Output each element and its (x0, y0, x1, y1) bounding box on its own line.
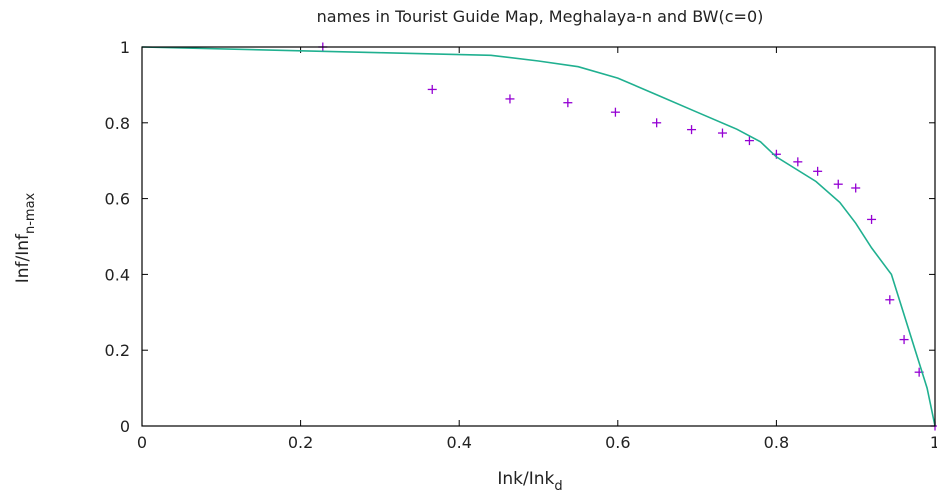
data-point (867, 214, 877, 224)
y-tick-label: 0.4 (105, 265, 130, 284)
x-axis-label-sub: d (554, 479, 562, 493)
data-point (610, 107, 620, 117)
axis-ticks: 0 0.2 0.4 0.6 0.8 1 0 0.2 0.4 0.6 0.8 1 (105, 38, 937, 452)
data-point (505, 94, 515, 104)
y-tick-label: 0 (120, 417, 130, 436)
y-tick-label: 0.2 (105, 341, 130, 360)
data-point (652, 118, 662, 128)
y-axis-label: Inf/Infn-max (13, 192, 38, 283)
y-axis-label-sub: n-max (23, 192, 38, 234)
x-tick-label: 0 (137, 433, 147, 452)
svg-text:Inf/Infn-max: Inf/Infn-max (13, 192, 38, 283)
data-point (885, 295, 895, 305)
data-point (717, 128, 727, 138)
x-tick-label: 0.2 (288, 433, 313, 452)
plot-area (141, 42, 937, 431)
data-point (793, 157, 803, 167)
chart-title: names in Tourist Guide Map, Meghalaya-n … (317, 7, 764, 26)
data-point (687, 125, 697, 135)
y-tick-label: 0.8 (105, 114, 130, 133)
plot-frame (141, 46, 936, 427)
data-point (563, 98, 573, 108)
data-point (427, 84, 437, 94)
x-axis-label-main: Ink/Ink (497, 469, 554, 489)
x-axis-label: Ink/Inkd (497, 469, 562, 493)
y-tick-label: 0.6 (105, 190, 130, 209)
y-tick-label: 1 (120, 38, 130, 57)
svg-text:Ink/Inkd: Ink/Inkd (497, 469, 562, 493)
data-point (813, 166, 823, 176)
x-tick-label: 1 (930, 433, 937, 452)
x-tick-label: 0.6 (605, 433, 630, 452)
x-tick-label: 0.4 (446, 433, 471, 452)
y-axis-label-main: Inf/Inf (13, 233, 33, 283)
series-line (141, 46, 936, 427)
data-point (851, 183, 861, 193)
data-point (744, 136, 754, 146)
data-point (899, 335, 909, 345)
data-point (833, 179, 843, 189)
x-tick-label: 0.8 (764, 433, 789, 452)
